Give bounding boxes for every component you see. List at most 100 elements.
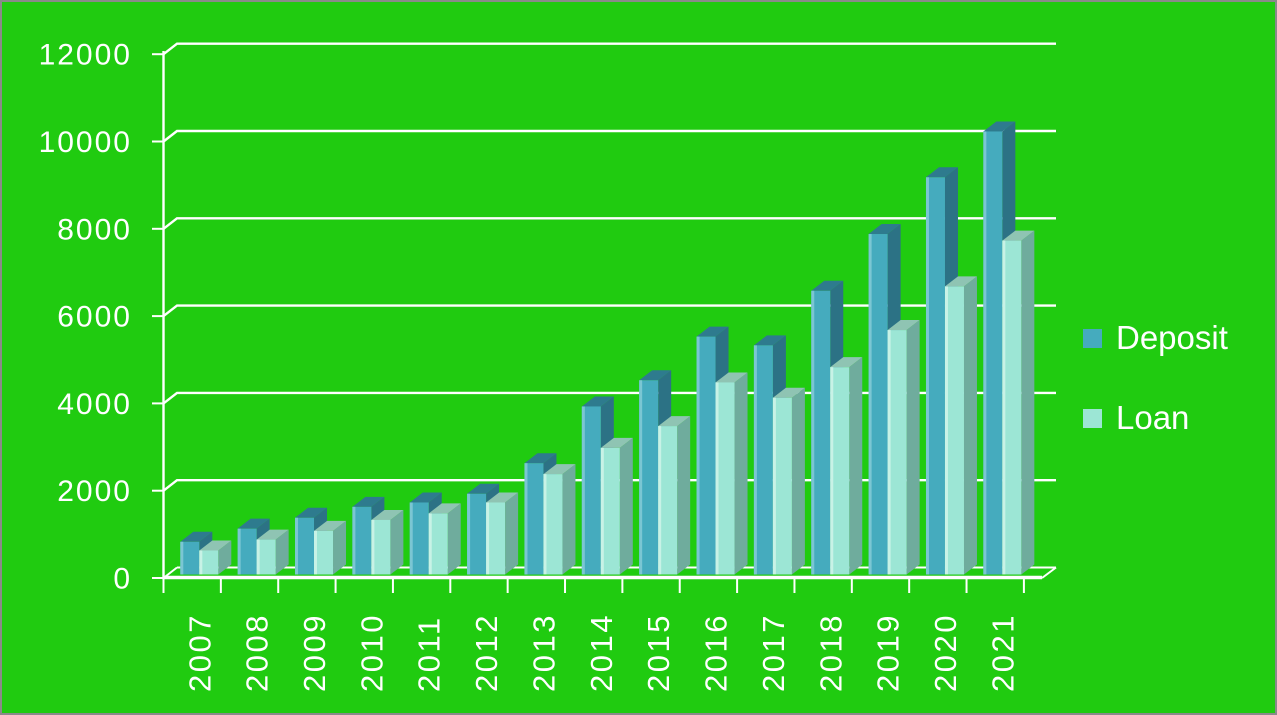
bar-edge-highlight [715, 382, 719, 575]
bar-front-face [944, 286, 964, 575]
y-label-0: 0 [113, 563, 132, 596]
bar-loan-2007 [199, 540, 232, 575]
bar-edge-highlight [983, 131, 987, 575]
x-axis-ticks [162, 579, 1025, 593]
floor-left-diagonal [162, 566, 178, 579]
bar-top-face [180, 531, 213, 542]
bar-front-face [409, 502, 429, 575]
bar-edge-highlight [830, 367, 834, 575]
x-label-2009: 2009 [297, 613, 332, 692]
bar-edge-highlight [237, 528, 241, 575]
bar-edge-highlight [180, 541, 184, 575]
bar-edge-highlight [1002, 240, 1006, 575]
bar-front-face [753, 345, 773, 575]
bar-loan-2013 [543, 464, 576, 575]
bar-top-face [314, 520, 347, 531]
bar-top-face [1002, 230, 1035, 241]
bar-top-face [715, 372, 748, 383]
bar-loan-2021 [1002, 230, 1035, 575]
bar-front-face [600, 447, 620, 575]
bar-front-face [467, 493, 487, 575]
bar-loan-2015 [658, 416, 691, 575]
bar-loan-2019 [887, 320, 920, 575]
bar-front-face [524, 463, 544, 575]
bar-side-face [218, 540, 232, 575]
bar-edge-highlight [811, 290, 815, 575]
bar-edge-highlight [256, 539, 260, 575]
bar-top-face [581, 396, 614, 407]
bar-front-face [543, 474, 563, 575]
bar-edge-highlight [868, 234, 872, 575]
gridline [162, 42, 1056, 56]
gridline [162, 304, 1056, 318]
x-label-2011: 2011 [412, 615, 447, 692]
bar-front-face [581, 406, 601, 575]
bar-loan-2016 [715, 372, 748, 575]
floor-right-diagonal [1041, 566, 1057, 579]
bar-side-face [849, 357, 863, 575]
bar-edge-highlight [658, 426, 662, 575]
x-label-2021: 2021 [985, 613, 1020, 692]
bar-side-face [1021, 230, 1035, 575]
bar-front-face [868, 234, 888, 575]
bar-edge-highlight [925, 177, 929, 575]
y-label-6000: 6000 [57, 301, 132, 334]
legend-item-deposit: Deposit [1083, 319, 1228, 357]
bar-front-face [180, 541, 200, 575]
bar-loan-2017 [772, 387, 805, 575]
bar-edge-highlight [753, 345, 757, 575]
bar-front-face [314, 530, 334, 575]
bar-top-face [600, 437, 633, 448]
bar-top-face [486, 492, 519, 503]
bar-top-face [524, 453, 557, 464]
legend-label-deposit: Deposit [1116, 319, 1228, 356]
y-axis-labels: 0 2000 4000 6000 8000 10000 12000 [39, 39, 132, 596]
bar-front-face [486, 502, 506, 575]
y-label-10000: 10000 [39, 126, 132, 159]
bar-top-face [868, 224, 901, 235]
x-label-2016: 2016 [699, 613, 734, 692]
bar-front-face [925, 177, 945, 575]
bar-loan-2020 [944, 276, 977, 575]
bar-edge-highlight [524, 463, 528, 575]
gridline [162, 217, 1056, 230]
bar-edge-highlight [639, 380, 643, 575]
bar-loan-2011 [428, 503, 461, 575]
legend-item-loan: Loan [1083, 399, 1228, 437]
x-label-2013: 2013 [526, 613, 561, 692]
bar-side-face [390, 509, 404, 575]
bar-top-face [753, 335, 786, 346]
bar-side-face [562, 464, 576, 575]
bar-side-face [619, 437, 633, 575]
bar-edge-highlight [600, 447, 604, 575]
bar-top-face [925, 167, 958, 178]
bar-edge-highlight [428, 513, 432, 575]
bar-side-face [906, 320, 920, 575]
bar-front-face [1002, 240, 1022, 575]
bar-front-face [352, 506, 372, 575]
bar-side-face [505, 492, 519, 575]
bar-edge-highlight [295, 517, 299, 575]
bar-edge-highlight [887, 330, 891, 575]
bar-front-face [639, 380, 659, 575]
x-label-2018: 2018 [813, 613, 848, 692]
bar-edge-highlight [772, 397, 776, 575]
bar-top-face [371, 509, 404, 520]
legend-swatch-loan [1083, 408, 1102, 428]
bar-top-face [409, 492, 442, 503]
bar-side-face [333, 520, 347, 575]
x-label-2019: 2019 [871, 613, 906, 692]
bar-front-face [715, 382, 735, 575]
bar-top-face [543, 464, 576, 475]
x-label-2014: 2014 [584, 613, 619, 692]
bar-front-face [428, 513, 448, 575]
bar-loan-2018 [830, 357, 863, 575]
bar-top-face [237, 518, 270, 529]
bar-edge-highlight [314, 530, 318, 575]
bar-side-face [734, 372, 748, 575]
bar-front-face [811, 290, 831, 575]
bar-edge-highlight [199, 550, 203, 575]
bar-top-face [830, 357, 863, 368]
